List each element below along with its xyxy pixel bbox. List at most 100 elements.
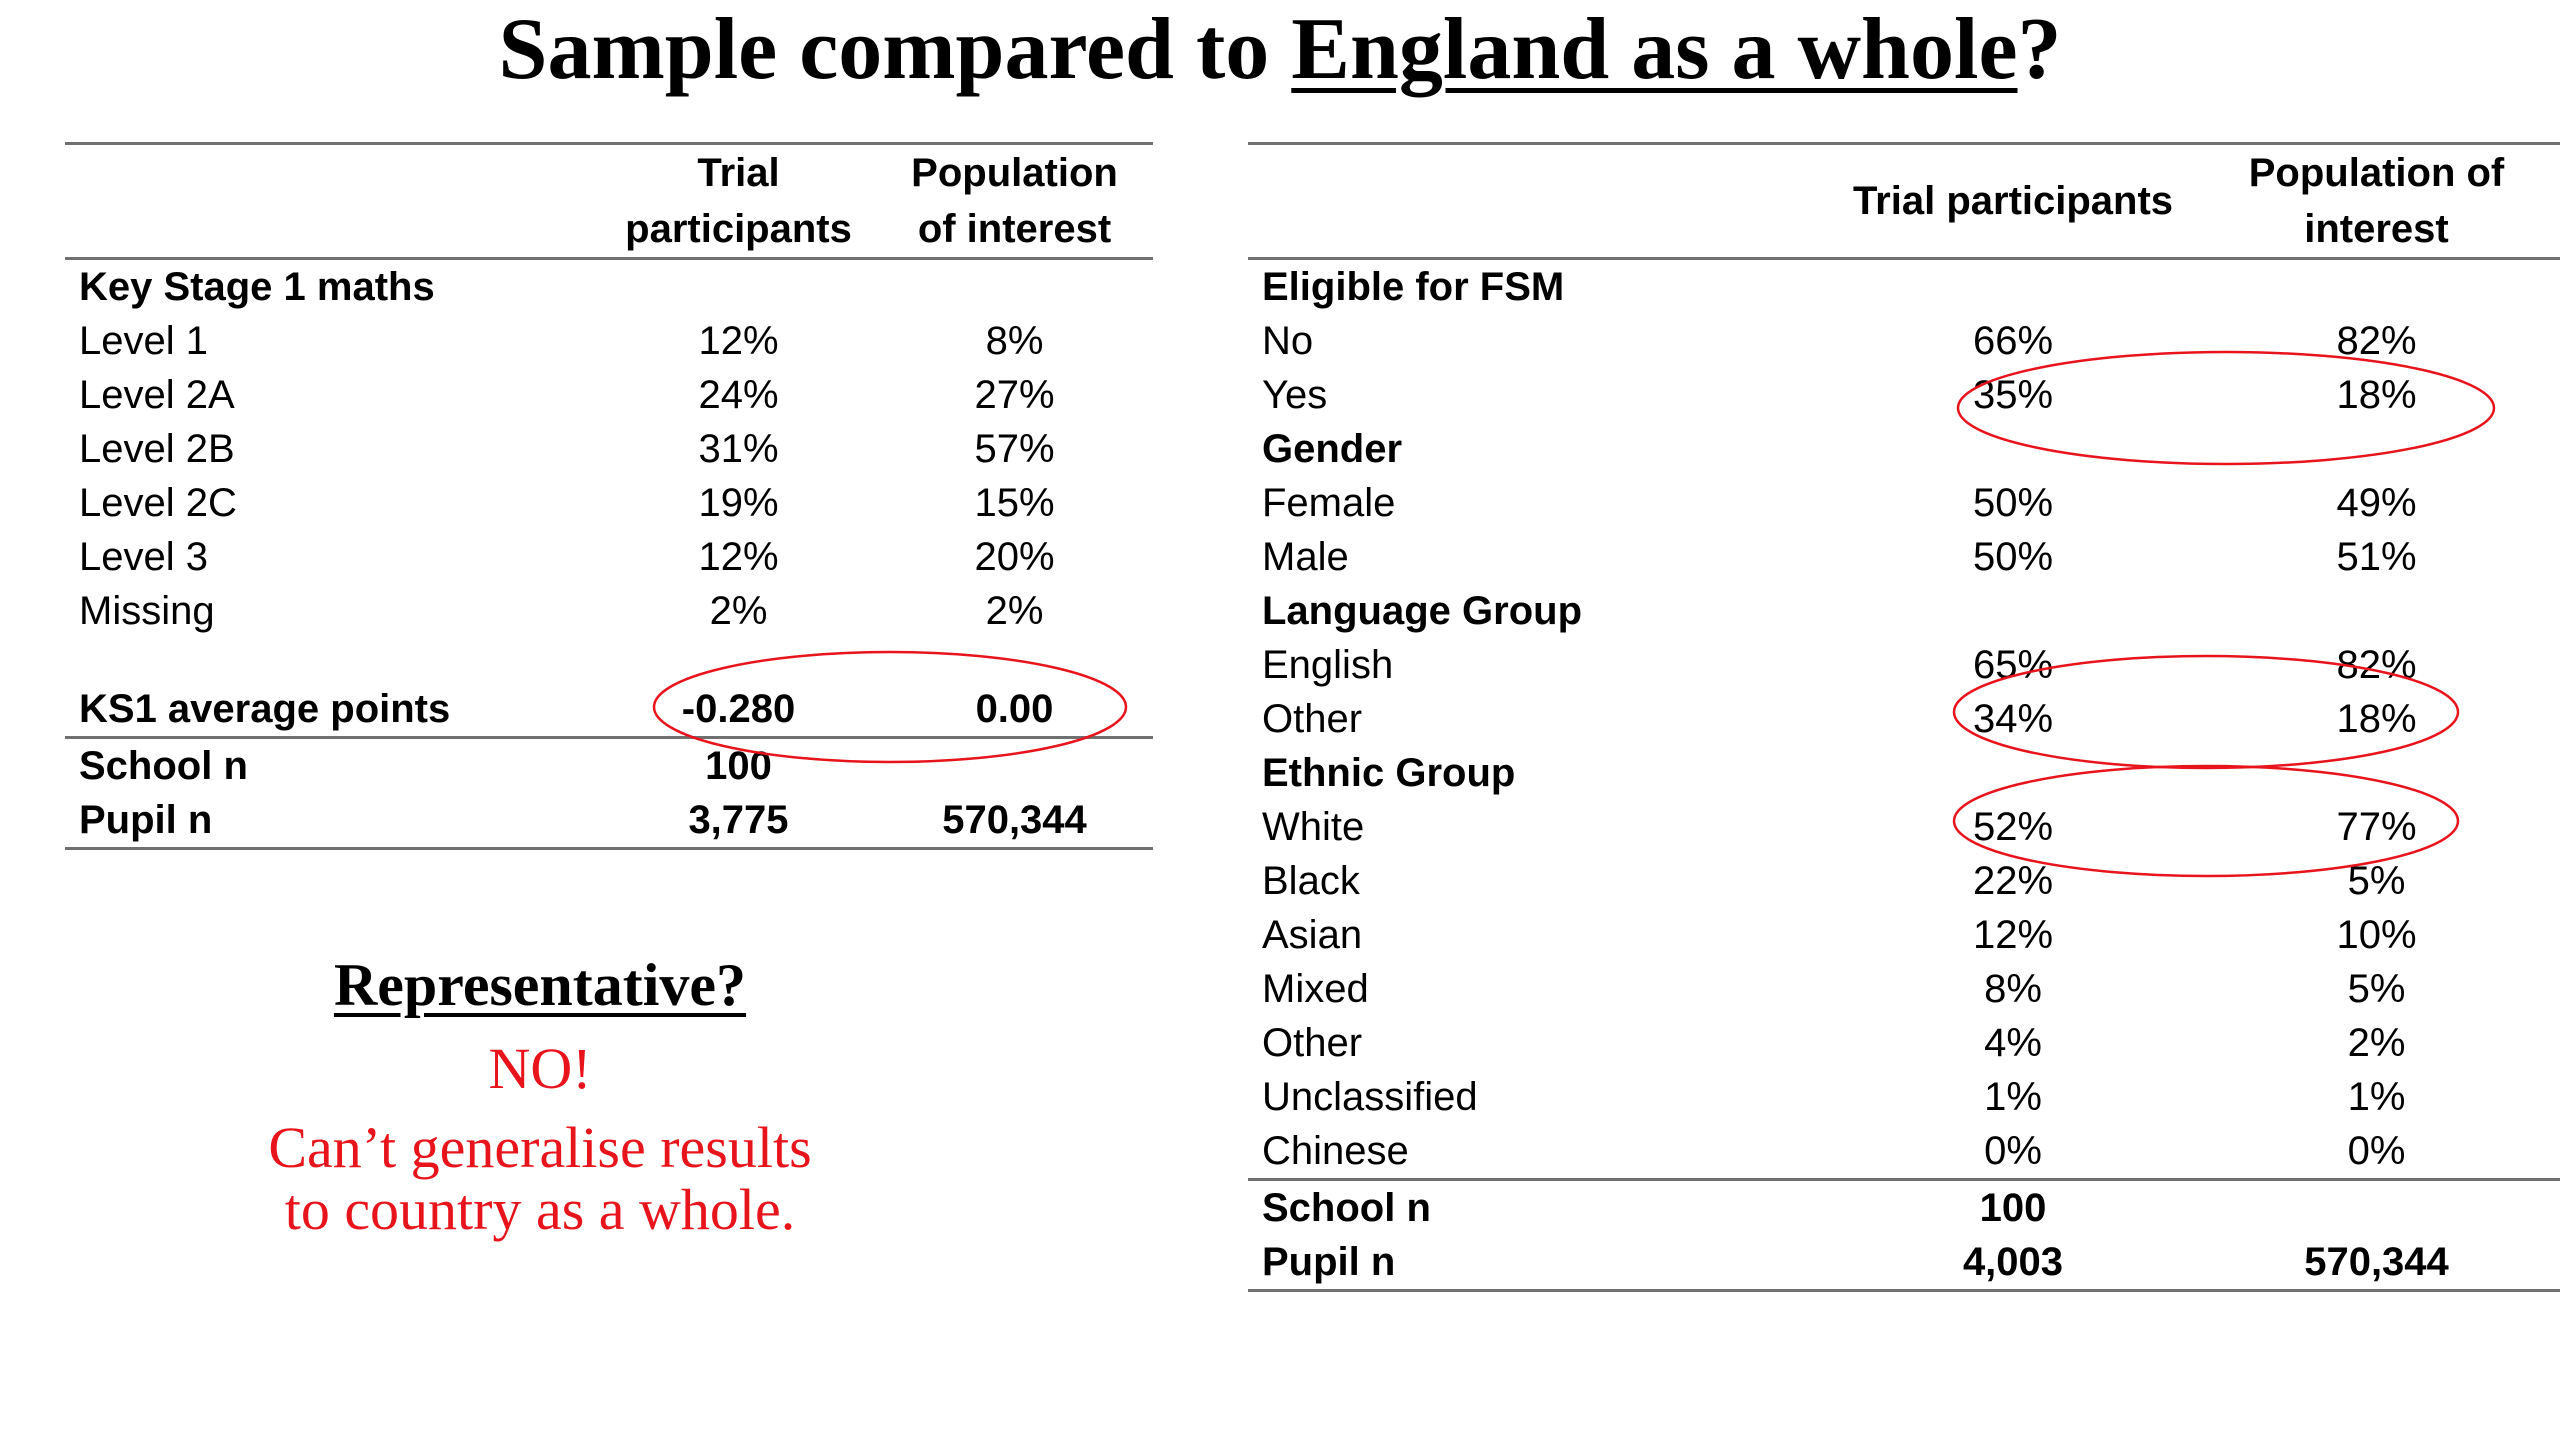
ks1-row-label: Level 2B	[79, 427, 235, 471]
demo-trial-value: 66%	[1972, 319, 2054, 363]
ks1-population-value	[876, 638, 1153, 682]
demo-trial-value: 12%	[1972, 913, 2054, 957]
ks1-population-value: 20%	[974, 535, 1055, 579]
demo-trial-value: 52%	[1972, 805, 2054, 849]
demo-trial-value: 8%	[1984, 967, 2042, 1011]
demo-row-label: Language Group	[1262, 589, 1582, 633]
ks1-trial-value: 12%	[698, 319, 779, 363]
demo-row-school-n: School n 100	[1248, 1180, 2560, 1236]
ks1-row-label: Level 2A	[79, 373, 235, 417]
ks1-row-label: KS1 average points	[65, 682, 601, 739]
ks1-row-key-stage-1-maths: Key Stage 1 maths	[65, 259, 1153, 315]
demo-row-label: Eligible for FSM	[1262, 265, 1565, 309]
demo-population-value: 570,344	[2304, 1240, 2449, 1284]
ks1-row-blank	[65, 638, 1153, 682]
ks1-row-label: Level 1	[79, 319, 208, 363]
demo-trial-value: 0%	[1833, 1124, 2193, 1181]
ks1-trial-value: 19%	[698, 481, 779, 525]
demo-row-label: Ethnic Group	[1262, 751, 1516, 795]
demo-trial-value	[1833, 259, 2193, 315]
ks1-header-trial-participants: Trial participants	[601, 143, 876, 260]
ks1-row-label: Missing	[79, 589, 215, 633]
demo-row-label: Black	[1262, 859, 1360, 903]
demo-row-yes: Yes 35% 18%	[1248, 368, 2560, 422]
demo-row-label: Chinese	[1248, 1124, 1833, 1181]
ks1-trial-value: 100	[705, 744, 772, 788]
demo-row-label: Asian	[1262, 913, 1363, 957]
slide-title: Sample compared to England as a whole?	[0, 0, 2560, 110]
ks1-population-value: 57%	[974, 427, 1055, 471]
demo-trial-value: 50%	[1972, 535, 2054, 579]
demo-row-label: Mixed	[1262, 967, 1369, 1011]
ks1-row-school-n: School n 100	[65, 738, 1153, 794]
title-suffix: ?	[2017, 1, 2062, 98]
ks1-trial-value: -0.280	[601, 682, 876, 739]
demo-row-english: English 65% 82%	[1248, 638, 2560, 692]
ks1-row-pupil-n: Pupil n 3,775 570,344	[65, 793, 1153, 849]
demo-population-value: 82%	[2336, 319, 2417, 363]
demo-trial-value: 35%	[1972, 373, 2054, 417]
demo-row-other: Other 4% 2%	[1248, 1016, 2560, 1070]
ks1-row-label: School n	[79, 744, 248, 788]
ks1-row-label: Level 3	[79, 535, 208, 579]
demo-population-value: 18%	[2336, 697, 2417, 741]
demo-trial-value: 100	[1979, 1186, 2047, 1230]
ks1-row-level-2c: Level 2C 19% 15%	[65, 476, 1153, 530]
ks1-trial-value	[601, 638, 876, 682]
demo-population-value: 77%	[2336, 805, 2417, 849]
demo-trial-value: 22%	[1972, 859, 2054, 903]
demo-row-other: Other 34% 18%	[1248, 692, 2560, 746]
demo-row-label: Pupil n	[1262, 1240, 1396, 1284]
ks1-population-value	[876, 738, 1153, 794]
demo-row-label: Unclassified	[1262, 1075, 1478, 1119]
ks1-trial-value: 24%	[698, 373, 779, 417]
demo-row-pupil-n: Pupil n 4,003 570,344	[1248, 1235, 2560, 1291]
demo-row-chinese: Chinese 0% 0%	[1248, 1124, 2560, 1181]
ks1-header-population-of-interest: Population of interest	[876, 143, 1153, 260]
demo-population-value	[2193, 259, 2560, 315]
demo-row-label: White	[1262, 805, 1365, 849]
demo-population-value: 18%	[2336, 373, 2417, 417]
demo-row-label: Female	[1262, 481, 1396, 525]
demo-trial-value	[1833, 746, 2193, 800]
ks1-row-level-1: Level 1 12% 8%	[65, 314, 1153, 368]
ks1-row-label: Key Stage 1 maths	[79, 265, 435, 309]
ks1-population-value	[876, 259, 1153, 315]
demo-row-language-group: Language Group	[1248, 584, 2560, 638]
demo-row-label: English	[1262, 643, 1394, 687]
title-prefix: Sample compared to	[498, 1, 1292, 98]
ks1-population-value: 8%	[985, 319, 1044, 363]
demo-population-value	[2193, 1180, 2560, 1236]
demo-row-label: Gender	[1262, 427, 1403, 471]
ks1-row-label: Pupil n	[79, 798, 213, 842]
ks1-trial-value: 12%	[698, 535, 779, 579]
demo-row-label: Male	[1262, 535, 1349, 579]
ks1-population-value: 570,344	[942, 798, 1087, 842]
ks1-header-blank	[65, 143, 601, 260]
demo-population-value: 82%	[2336, 643, 2417, 687]
ks1-row-label	[65, 638, 601, 682]
ks1-row-level-2a: Level 2A 24% 27%	[65, 368, 1153, 422]
demo-row-white: White 52% 77%	[1248, 800, 2560, 854]
conclusion-block: Representative? NO! Can’t generalise res…	[140, 945, 940, 1241]
ks1-row-ks1-average-points: KS1 average points -0.280 0.00	[65, 682, 1153, 739]
representative-answer: NO!	[488, 1036, 592, 1101]
demographics-comparison-table: Trial participants Population of interest…	[1248, 142, 2560, 1292]
demo-population-value	[2193, 422, 2560, 476]
demo-population-value: 1%	[2347, 1075, 2406, 1119]
demo-population-value: 5%	[2347, 967, 2406, 1011]
demo-row-label: Other	[1262, 697, 1363, 741]
ks1-row-level-3: Level 3 12% 20%	[65, 530, 1153, 584]
ks1-row-missing: Missing 2% 2%	[65, 584, 1153, 638]
demo-row-label: School n	[1262, 1186, 1431, 1230]
demo-row-label: Other	[1262, 1021, 1363, 1065]
demo-header-row: Trial participants Population of interest	[1248, 143, 2560, 260]
ks1-comparison-table: Trial participants Population of interest…	[65, 142, 1153, 850]
demo-trial-value: 4,003	[1962, 1240, 2064, 1284]
demo-row-no: No 66% 82%	[1248, 314, 2560, 368]
ks1-row-label: Level 2C	[79, 481, 237, 525]
demo-header-trial-participants: Trial participants	[1833, 143, 2193, 260]
demo-row-label: Yes	[1262, 373, 1328, 417]
demo-row-mixed: Mixed 8% 5%	[1248, 962, 2560, 1016]
ks1-row-level-2b: Level 2B 31% 57%	[65, 422, 1153, 476]
